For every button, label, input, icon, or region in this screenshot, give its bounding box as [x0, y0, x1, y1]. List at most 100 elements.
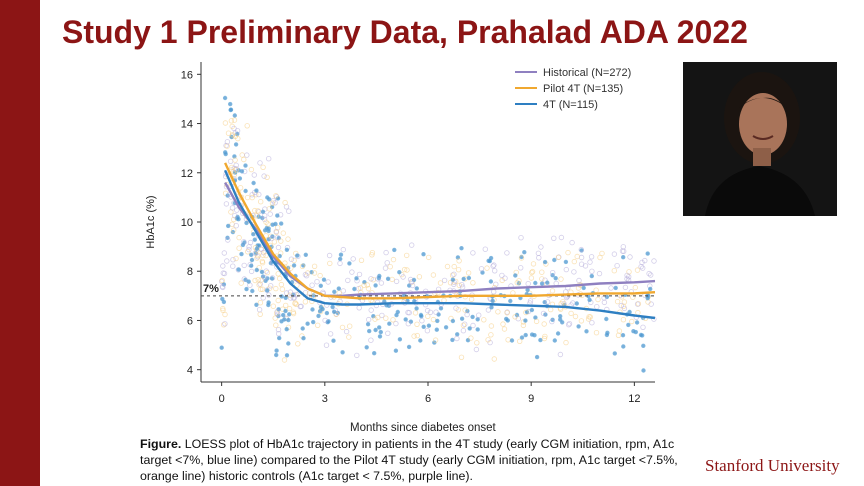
scatter-point [291, 263, 297, 268]
scatter-point [256, 307, 263, 313]
scatter-point [552, 338, 557, 343]
scatter-point [244, 152, 250, 158]
scatter-point [553, 280, 559, 287]
scatter-point [421, 251, 426, 257]
scatter-point [309, 282, 315, 288]
scatter-point [404, 252, 410, 259]
scatter-point [638, 332, 644, 338]
scatter-point [249, 257, 255, 263]
scatter-point [406, 344, 412, 350]
scatter-point [634, 301, 641, 307]
scatter-point [233, 255, 239, 262]
scatter-point [594, 303, 600, 310]
scatter-point [256, 264, 262, 271]
scatter-point [640, 265, 646, 271]
scatter-point [488, 255, 494, 261]
scatter-point [459, 245, 464, 251]
scatter-point [400, 274, 406, 280]
scatter-point [233, 167, 239, 173]
scatter-point [485, 337, 491, 343]
scatter-point [339, 324, 346, 331]
scatter-point [230, 256, 236, 263]
scatter-point [222, 321, 228, 327]
scatter-point [456, 282, 462, 289]
scatter-point [265, 155, 272, 162]
scatter-point [424, 307, 431, 314]
scatter-point [535, 250, 542, 256]
chart-svg: 4 6 8 10 12 14 16 0 3 6 9 12 HbA1c (%) 7% Historical (… [145, 62, 657, 405]
scatter-point [279, 286, 286, 292]
scatter-point [563, 259, 569, 265]
scatter-point [378, 329, 383, 335]
scatter-point [299, 263, 306, 269]
scatter-point [569, 239, 575, 246]
scatter-point [345, 277, 351, 284]
scatter-point [621, 344, 626, 349]
scatter-point [451, 263, 457, 270]
scatter-point [221, 270, 228, 277]
scatter-point [476, 312, 482, 318]
scatter-point [441, 277, 448, 284]
scatter-point [518, 255, 525, 261]
scatter-point [516, 278, 522, 284]
scatter-point [527, 298, 534, 304]
scatter-point [245, 249, 251, 255]
scatter-point [392, 247, 397, 253]
slide-title: Study 1 Preliminary Data, Prahalad ADA 2… [62, 14, 748, 50]
scatter-point [563, 339, 569, 346]
scatter-point [257, 160, 263, 166]
scatter-point [282, 199, 288, 206]
scatter-point [529, 268, 536, 275]
scatter-point [240, 242, 246, 248]
hba1c-chart: 4 6 8 10 12 14 16 0 3 6 9 12 HbA1c (%) 7% Historical (… [138, 52, 678, 420]
scatter-point [311, 270, 318, 276]
scatter-point [260, 252, 266, 258]
scatter-point [408, 279, 415, 285]
scatter-point [275, 297, 281, 304]
scatter-point [470, 314, 475, 320]
scatter-point [409, 282, 416, 289]
scatter-point [414, 332, 420, 339]
scatter-point [282, 302, 289, 309]
scatter-point [622, 284, 629, 291]
scatter-point [534, 354, 540, 360]
scatter-point [555, 254, 562, 261]
scatter-point [331, 309, 337, 314]
scatter-point [584, 329, 589, 334]
scatter-point [364, 282, 370, 288]
scatter-point [542, 333, 548, 340]
scatter-point [302, 299, 309, 305]
scatter-point [325, 279, 331, 285]
scatter-point [517, 338, 523, 344]
scatter-point [508, 298, 513, 304]
y-tick-label: 8 [187, 266, 193, 278]
scatter-point [426, 323, 432, 328]
scatter-point [239, 169, 245, 174]
scatter-point [286, 317, 291, 323]
scatter-point [257, 299, 264, 306]
scatter-point [379, 312, 385, 319]
scatter-point [504, 316, 509, 322]
scatter-point [356, 305, 362, 311]
scatter-point [489, 305, 494, 310]
scatter-point [314, 278, 320, 285]
scatter-point [278, 281, 285, 288]
scatter-point [601, 299, 608, 306]
scatter-point [241, 276, 247, 282]
scatter-point [504, 310, 510, 316]
scatter-point [338, 252, 344, 257]
scatter-point [232, 212, 238, 219]
y-tick-label: 12 [181, 168, 193, 180]
scatter-point [533, 280, 538, 286]
scatter-point [611, 267, 617, 274]
scatter-point [356, 271, 363, 278]
scatter-point [390, 256, 397, 263]
scatter-point [641, 343, 646, 348]
scatter-point [263, 268, 269, 274]
scatter-point [490, 298, 495, 304]
scatter-point [293, 291, 300, 298]
scatter-point [280, 230, 286, 236]
scatter-point [425, 313, 431, 319]
scatter-point [279, 319, 284, 324]
scatter-point [256, 191, 262, 198]
